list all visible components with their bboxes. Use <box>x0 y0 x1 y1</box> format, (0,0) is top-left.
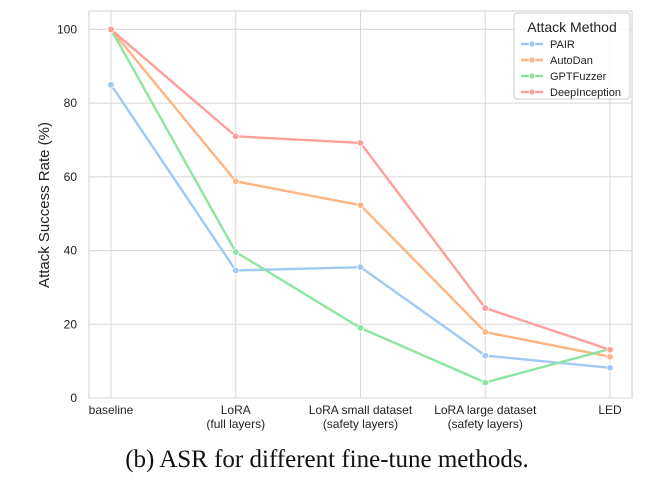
legend-item-gptfuzzer: GPTFuzzer <box>521 71 607 83</box>
x-tick-label-line: baseline <box>89 403 134 417</box>
y-tick-label: 40 <box>64 244 78 258</box>
series-lines <box>107 25 614 387</box>
legend-label: PAIR <box>550 39 575 51</box>
data-point <box>107 25 115 34</box>
legend-marker <box>528 56 536 64</box>
x-tick-labels: baseline LoRA (full layers) LoRA small data… <box>89 403 622 431</box>
x-tick-label-line: LoRA large dataset <box>434 403 537 417</box>
x-tick-label-line: LoRA <box>221 403 251 417</box>
data-point <box>606 364 614 372</box>
legend-item-deepinception: DeepInception <box>521 87 621 99</box>
data-point <box>356 263 365 271</box>
y-tick-label: 100 <box>57 22 77 36</box>
legend-marker <box>528 72 536 80</box>
x-tick-label: LoRA (full layers) <box>206 403 265 431</box>
legend-items: PAIR AutoDan GPTFuzzer DeepInception <box>521 39 621 99</box>
data-point <box>481 328 489 336</box>
legend-item-autodan: AutoDan <box>521 55 593 67</box>
data-point <box>481 304 489 312</box>
data-point <box>232 248 240 256</box>
legend-item-pair: PAIR <box>521 39 575 51</box>
x-tick-label-line: LED <box>598 403 622 417</box>
x-tick-label-line: (safety layers) <box>323 417 398 431</box>
series-pair <box>107 81 614 372</box>
data-point <box>481 351 489 360</box>
x-tick-label-line: LoRA small dataset <box>309 403 413 417</box>
x-tick-label: LED <box>598 403 622 417</box>
data-point <box>606 353 614 361</box>
y-tick-label: 80 <box>64 96 78 110</box>
data-point <box>356 324 365 332</box>
x-tick-label: LoRA large dataset (safety layers) <box>434 403 537 431</box>
data-point <box>232 132 240 141</box>
x-tick-label: baseline <box>89 403 134 417</box>
y-tick-label: 20 <box>64 317 78 331</box>
data-point <box>232 266 240 275</box>
figure-caption: (b) ASR for different fine-tune methods. <box>125 446 529 473</box>
legend-title: Attack Method <box>527 19 617 35</box>
x-tick-label-line: (safety layers) <box>448 417 523 431</box>
legend-label: AutoDan <box>550 55 593 67</box>
legend-box <box>513 12 631 100</box>
data-point <box>356 201 365 209</box>
legend-marker <box>528 88 536 96</box>
data-point <box>606 346 614 354</box>
y-tick-labels: 0 20 40 60 80 100 <box>57 22 77 405</box>
x-tick-label-line: (full layers) <box>206 417 265 431</box>
series-deepinception <box>107 25 614 354</box>
y-tick-label: 0 <box>70 391 77 405</box>
y-tick-label: 60 <box>64 170 78 184</box>
legend-marker <box>528 40 536 48</box>
data-point <box>356 139 365 147</box>
data-point <box>481 378 489 387</box>
x-tick-label: LoRA small dataset (safety layers) <box>309 403 413 431</box>
y-axis-label: Attack Success Rate (%) <box>36 122 53 288</box>
legend: Attack Method PAIR AutoDan GPTFuzzer DeepIn… <box>513 12 631 100</box>
data-point <box>107 81 115 89</box>
data-point <box>232 177 240 185</box>
legend-label: GPTFuzzer <box>550 71 607 83</box>
legend-label: DeepInception <box>550 87 621 99</box>
